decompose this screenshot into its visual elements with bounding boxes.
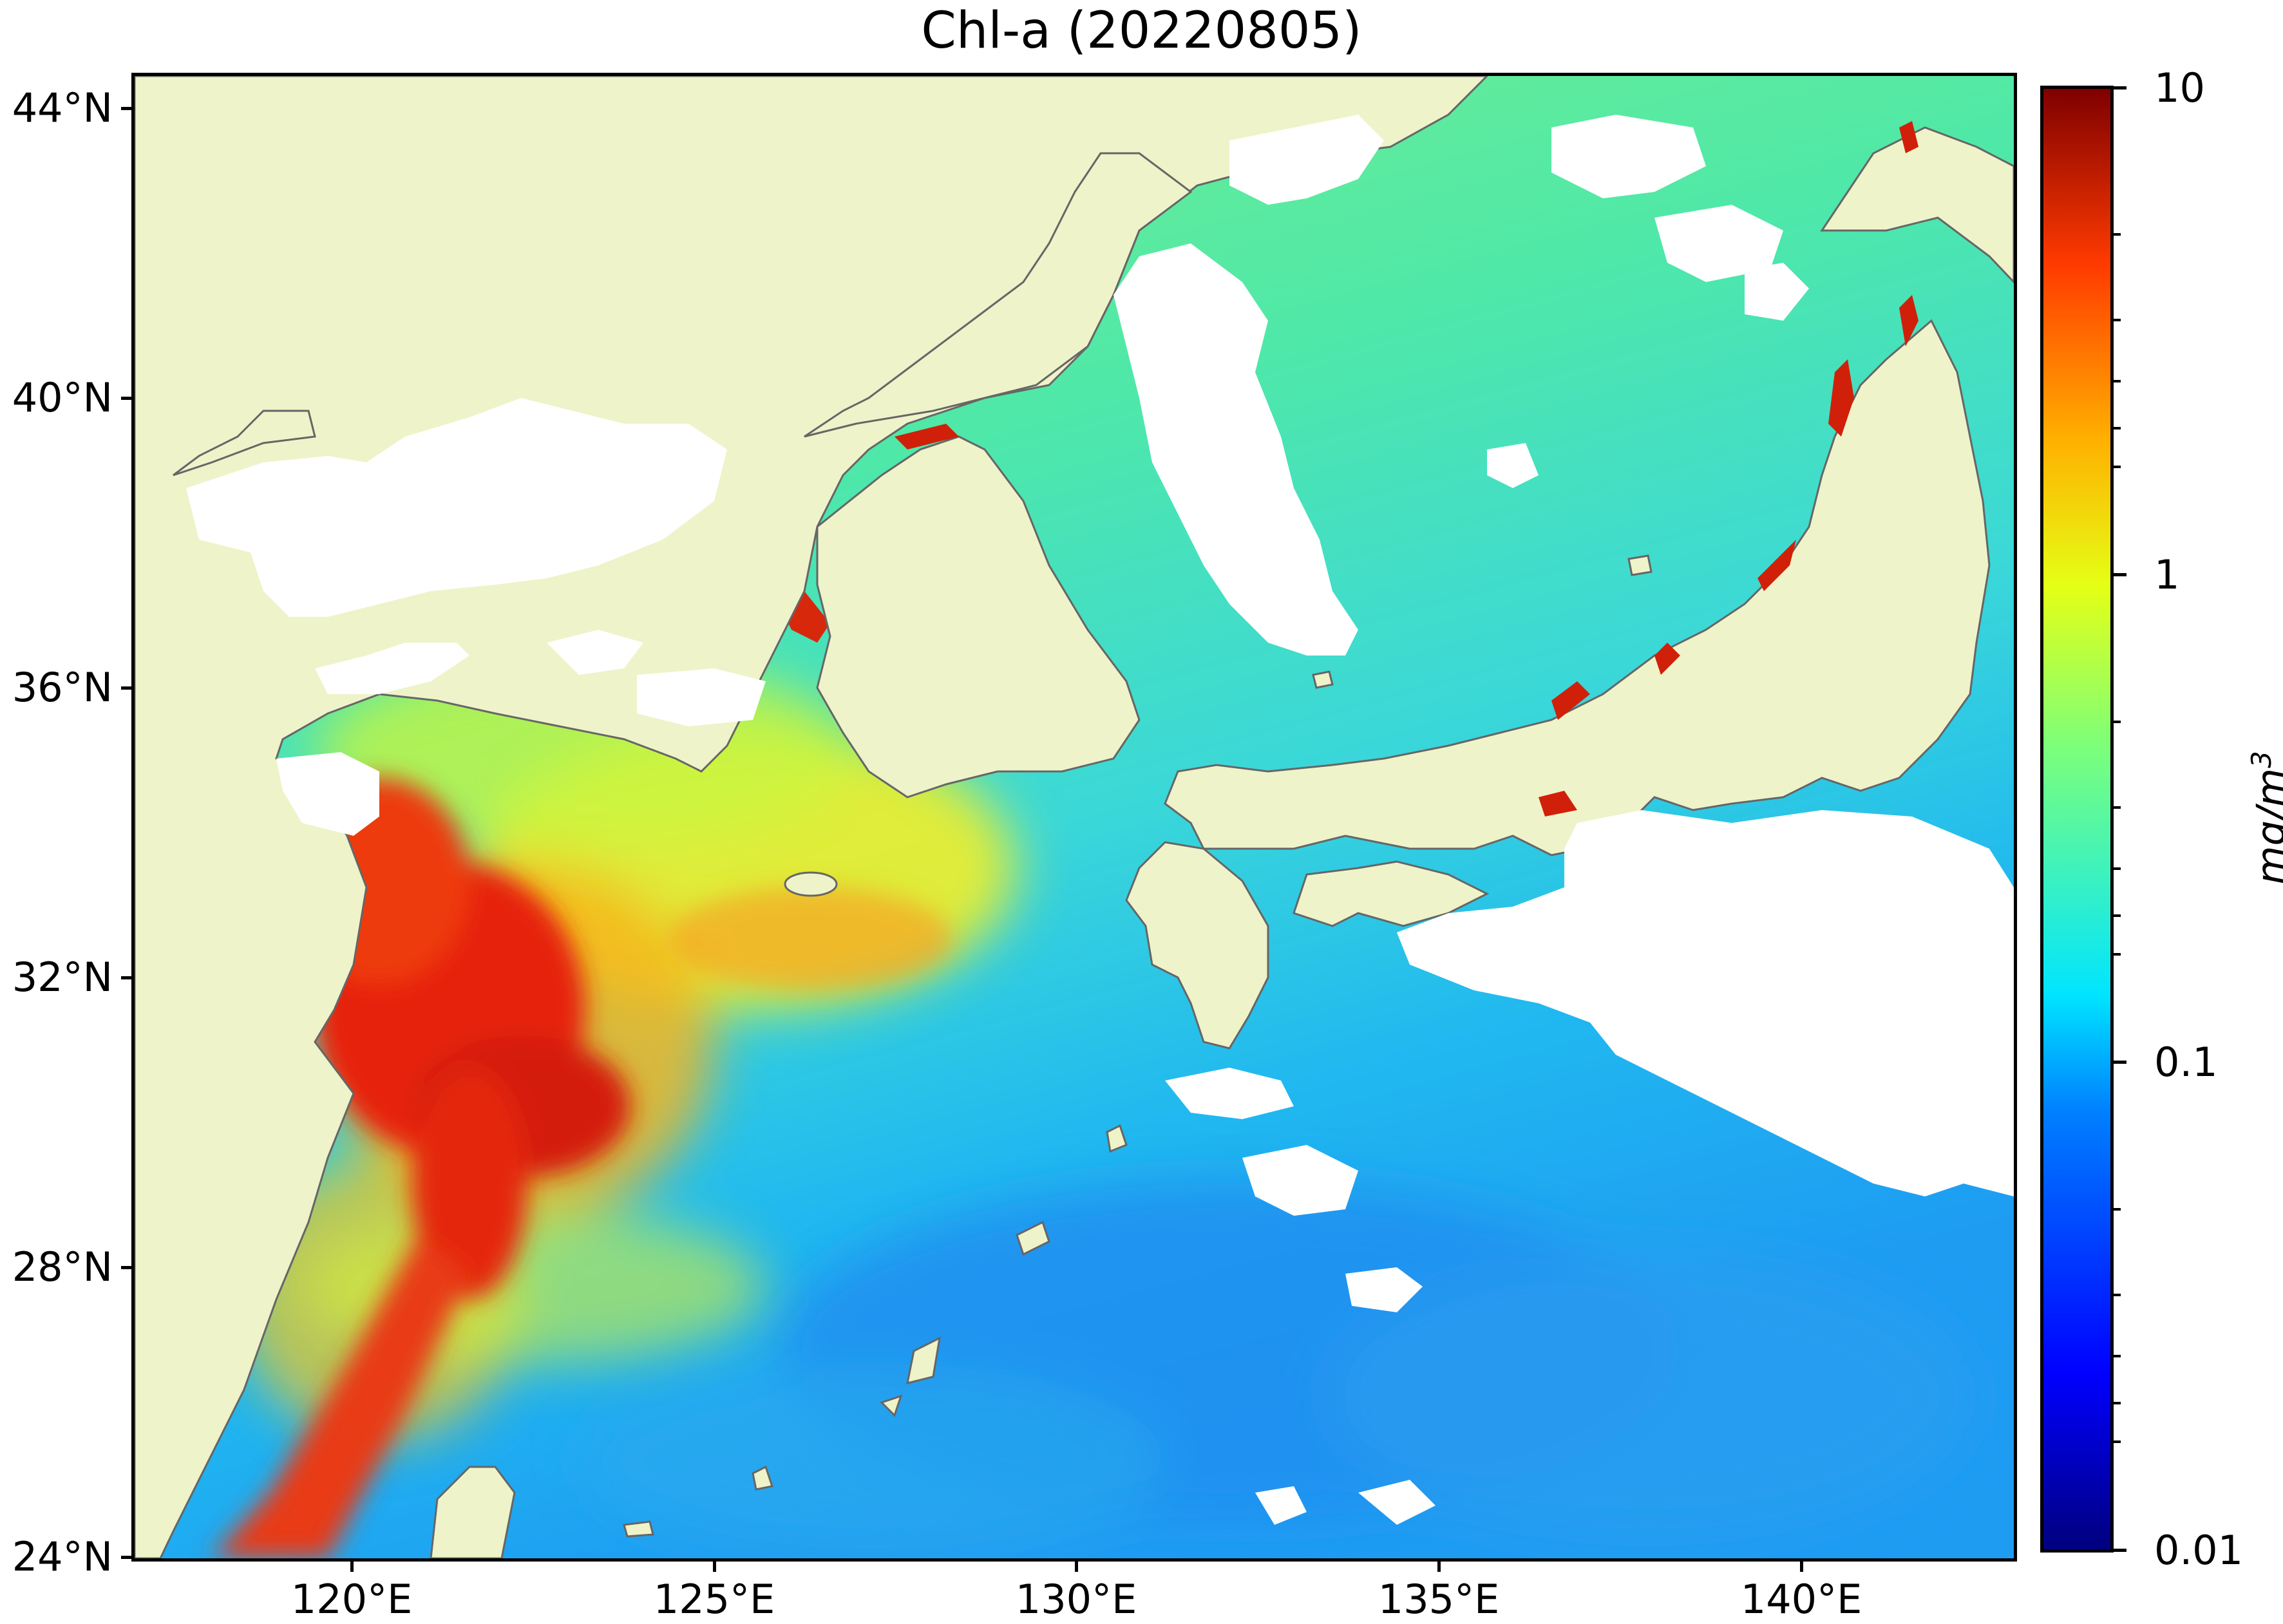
lat-label-40: 40°N: [12, 374, 113, 421]
lon-tick: [350, 1562, 354, 1572]
lon-tick: [1437, 1562, 1441, 1572]
colorbar-minor-tick: [2114, 233, 2121, 236]
colorbar-label-0-1: 0.1: [2154, 1039, 2218, 1086]
unit-base: mg/m: [2247, 768, 2283, 885]
cloud-cover: [186, 115, 2014, 1525]
colorbar-minor-tick: [2114, 1208, 2121, 1211]
map-canvas: [135, 76, 2014, 1558]
land-jeju: [784, 871, 838, 897]
colorbar-minor-tick: [2114, 1355, 2121, 1357]
lat-label-28: 28°N: [12, 1243, 113, 1290]
colorbar-minor-tick: [2114, 867, 2121, 870]
japan-coastal-bloom: [895, 121, 1918, 817]
land-honshu: [1164, 319, 1991, 856]
colorbar-minor-tick: [2114, 1402, 2121, 1404]
colorbar-minor-tick: [2114, 914, 2121, 917]
lat-tick: [121, 976, 131, 979]
lat-tick: [121, 1266, 131, 1269]
unit-exponent: 3: [2246, 751, 2278, 768]
land-ryukyu: [1016, 1220, 1050, 1256]
colorbar-minor-tick: [2114, 380, 2121, 382]
colorbar-minor-tick: [2114, 721, 2121, 723]
lon-label-135: 135°E: [1378, 1576, 1500, 1623]
colorbar-tick: [2114, 1061, 2127, 1064]
lon-label-125: 125°E: [653, 1576, 775, 1623]
lat-tick: [121, 686, 131, 690]
map-title: Chl-a (20220805): [921, 2, 1362, 60]
lat-label-36: 36°N: [12, 664, 113, 711]
colorbar-minor-tick: [2114, 319, 2121, 321]
lat-label-24: 24°N: [12, 1533, 113, 1580]
land-kyushu: [1125, 841, 1269, 1050]
colorbar-minor-tick: [2114, 1440, 2121, 1443]
lat-label-44: 44°N: [12, 84, 113, 131]
lat-label-32: 32°N: [12, 954, 113, 1001]
chlorophyll-map: [131, 73, 2017, 1562]
colorbar-label-0-01: 0.01: [2154, 1527, 2244, 1574]
lon-label-130: 130°E: [1015, 1576, 1137, 1623]
land-taiwan: [430, 1466, 516, 1558]
colorbar-label-10: 10: [2154, 64, 2205, 111]
colorbar-minor-tick: [2114, 427, 2121, 430]
colorbar-minor-tick: [2114, 953, 2121, 956]
land-korea: [804, 152, 1193, 438]
colorbar-minor-tick: [2114, 1294, 2121, 1296]
low-chlorophyll-area: [585, 1184, 1970, 1557]
colorbar: [2040, 86, 2114, 1553]
colorbar-minor-tick: [2114, 466, 2121, 468]
colorbar-tick: [2114, 573, 2127, 576]
colorbar-minor-tick: [2114, 806, 2121, 809]
land-hokkaido: [1820, 126, 2014, 284]
lon-label-140: 140°E: [1740, 1576, 1862, 1623]
lon-tick: [1800, 1562, 1803, 1572]
colorbar-label-1: 1: [2154, 551, 2180, 598]
colorbar-unit-label: mg/m3: [2246, 751, 2283, 885]
lat-tick: [121, 107, 131, 110]
lon-tick: [713, 1562, 716, 1572]
lat-tick: [121, 1556, 131, 1559]
lon-label-120: 120°E: [290, 1576, 413, 1623]
lat-tick: [121, 397, 131, 400]
colorbar-tick: [2114, 1549, 2127, 1552]
lon-tick: [1075, 1562, 1078, 1572]
colorbar-tick: [2114, 86, 2127, 90]
